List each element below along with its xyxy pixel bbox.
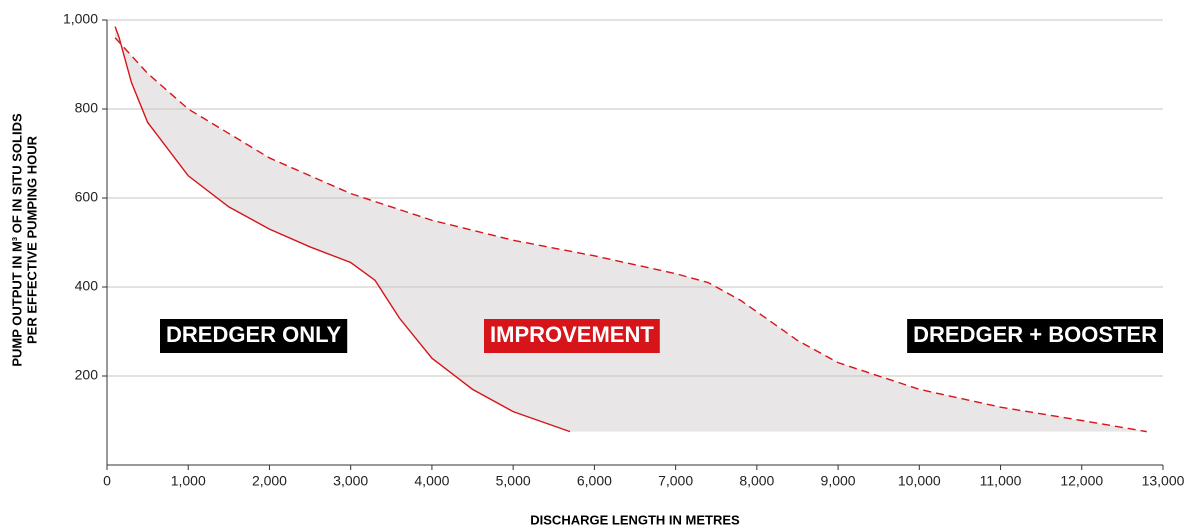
y-tick-label: 600 [75, 189, 99, 205]
x-tick-label: 6,000 [577, 473, 612, 489]
label-bg [160, 319, 348, 353]
x-tick-label: 0 [103, 473, 111, 489]
x-tick-label: 2,000 [252, 473, 287, 489]
label-text: DREDGER + BOOSTER [913, 322, 1157, 347]
x-tick-label: 9,000 [821, 473, 856, 489]
y-tick-label: 200 [75, 367, 99, 383]
label-text: DREDGER ONLY [166, 322, 342, 347]
x-tick-label: 11,000 [980, 473, 1022, 489]
y-tick-label: 800 [75, 100, 99, 116]
x-axis-title: DISCHARGE LENGTH IN METRES [530, 512, 740, 527]
label-box: DREDGER + BOOSTER [907, 319, 1163, 353]
x-tick-label: 13,000 [1142, 473, 1185, 489]
label-text: IMPROVEMENT [490, 322, 654, 347]
label-box: IMPROVEMENT [484, 319, 660, 353]
x-tick-label: 10,000 [898, 473, 941, 489]
y-tick-label: 400 [75, 278, 99, 294]
x-tick-label: 12,000 [1060, 473, 1103, 489]
x-tick-label: 5,000 [496, 473, 531, 489]
line [114, 26, 571, 433]
y-axis-title: PUMP OUTPUT IN M³ OF IN SITU SOLIDS [9, 113, 24, 367]
y-axis-title: PER EFFECTIVE PUMPING HOUR [24, 135, 39, 344]
x-tick-label: 7,000 [658, 473, 693, 489]
x-tick-label: 1,000 [171, 473, 206, 489]
label-bg [907, 319, 1163, 353]
x-tick-label: 3,000 [333, 473, 368, 489]
label-box: DREDGER ONLY [160, 319, 348, 353]
y-tick-label: 1,000 [63, 11, 98, 27]
label-bg [484, 319, 660, 353]
x-tick-label: 8,000 [739, 473, 774, 489]
x-tick-label: 4,000 [414, 473, 449, 489]
